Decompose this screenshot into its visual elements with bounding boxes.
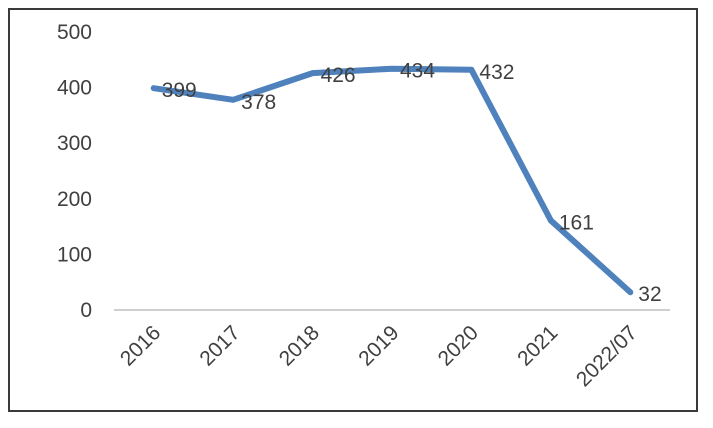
x-tick-label: 2018 (275, 321, 324, 370)
x-tick-label: 2016 (116, 321, 165, 370)
x-tick-label: 2017 (195, 321, 244, 370)
data-label: 432 (479, 61, 514, 84)
data-label: 378 (241, 91, 276, 114)
y-tick-label: 100 (57, 243, 92, 266)
x-tick-label: 2022/07 (572, 321, 642, 391)
x-tick-label: 2019 (354, 321, 403, 370)
data-label: 426 (321, 64, 356, 87)
y-tick-label: 0 (80, 299, 92, 322)
data-labels: 399 378 426 434 432 161 32 (162, 60, 662, 307)
data-label: 161 (559, 211, 594, 234)
data-label: 32 (638, 283, 661, 306)
y-tick-label: 500 (57, 21, 92, 44)
y-tick-label: 400 (57, 77, 92, 100)
x-tick-label: 2020 (434, 321, 483, 370)
x-axis-ticks: 2016 2017 2018 2019 2020 2021 2022/07 (116, 321, 642, 391)
x-tick-label: 2021 (513, 321, 562, 370)
y-axis-ticks: 0 100 200 300 400 500 (57, 21, 92, 322)
y-tick-label: 300 (57, 132, 92, 155)
data-label: 434 (400, 60, 435, 83)
data-label: 399 (162, 79, 197, 102)
series-line (150, 65, 634, 296)
chart-frame (8, 8, 698, 412)
y-tick-label: 200 (57, 188, 92, 211)
